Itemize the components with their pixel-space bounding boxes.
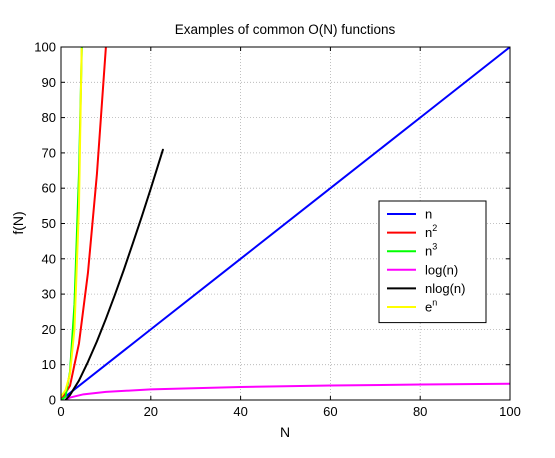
x-tick-label: 80 xyxy=(413,404,427,419)
x-tick-label: 100 xyxy=(499,404,521,419)
y-tick-label: 60 xyxy=(42,181,56,196)
y-tick-label: 10 xyxy=(42,357,56,372)
plot-area xyxy=(61,47,510,400)
y-tick-label: 20 xyxy=(42,322,56,337)
y-tick-label: 0 xyxy=(49,393,56,408)
x-axis: 0 20 40 60 80 100 xyxy=(57,47,521,419)
x-axis-label: N xyxy=(280,424,290,440)
chart-title: Examples of common O(N) functions xyxy=(175,22,396,37)
legend-label: nlog(n) xyxy=(425,281,465,296)
y-tick-label: 100 xyxy=(34,40,56,55)
legend-label-superscript: n xyxy=(432,298,437,308)
y-axis: 0 10 20 30 40 50 60 70 80 90 100 xyxy=(34,40,510,408)
x-tick-label: 0 xyxy=(57,404,64,419)
x-tick-label: 40 xyxy=(233,404,247,419)
x-tick-label: 20 xyxy=(144,404,158,419)
y-tick-label: 70 xyxy=(42,145,56,160)
legend-label-superscript: 2 xyxy=(432,223,437,233)
y-axis-label: f(N) xyxy=(10,211,26,234)
y-tick-label: 30 xyxy=(42,287,56,302)
y-tick-label: 40 xyxy=(42,251,56,266)
y-tick-label: 50 xyxy=(42,216,56,231)
x-tick-label: 60 xyxy=(323,404,337,419)
legend-label: n xyxy=(425,207,432,222)
series-line-n2 xyxy=(61,47,107,400)
series-line-nlog-n- xyxy=(64,148,164,400)
series-line-n xyxy=(61,47,510,400)
series-line-en xyxy=(61,47,83,398)
legend-label: log(n) xyxy=(425,262,458,277)
legend-label-superscript: 3 xyxy=(432,242,437,252)
legend-box xyxy=(378,200,487,324)
y-tick-label: 80 xyxy=(42,110,56,125)
y-tick-label: 90 xyxy=(42,75,56,90)
series-line-log-n- xyxy=(64,382,510,400)
